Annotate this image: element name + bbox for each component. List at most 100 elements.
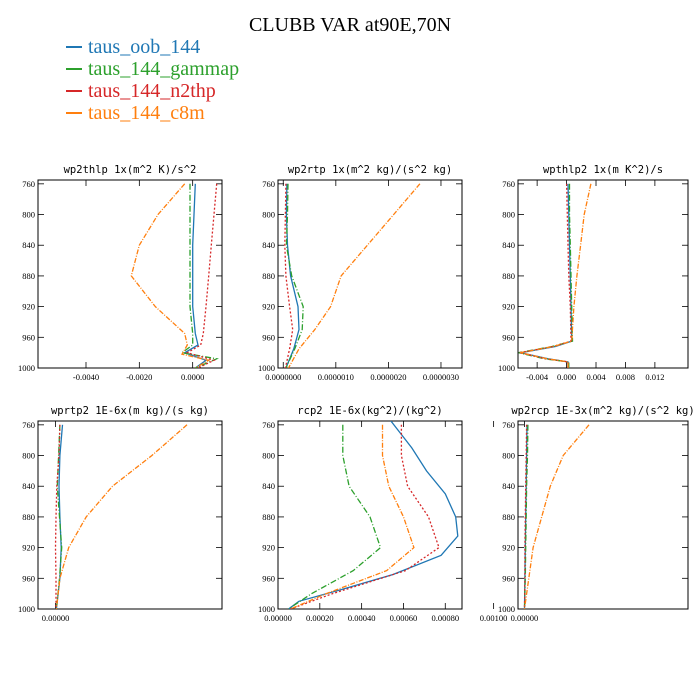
y-tick-label: 840 (22, 481, 35, 491)
series-line-taus_144_c8m (520, 183, 592, 368)
y-tick-label: 840 (502, 481, 515, 491)
y-tick-label: 960 (22, 573, 35, 583)
y-tick-label: 760 (502, 179, 515, 189)
series-line-taus_144_gammap (55, 424, 63, 609)
x-tick-label: -0.004 (526, 372, 549, 382)
x-tick-label: -0.0020 (126, 372, 152, 382)
y-tick-label: 880 (262, 512, 275, 522)
y-tick-label: 840 (262, 481, 275, 491)
legend: taus_oob_144 taus_144_gammap taus_144_n2… (66, 36, 239, 124)
x-tick-label: 0.00100 (480, 613, 508, 623)
plot-frame (517, 179, 689, 369)
y-tick-label: 760 (262, 179, 275, 189)
x-tick-label: 0.000 (557, 372, 576, 382)
series-line-taus_144_c8m (287, 183, 421, 368)
y-tick-label: 880 (22, 271, 35, 281)
y-tick-label: 840 (262, 240, 275, 250)
x-tick-label: 0.0000010 (318, 372, 354, 382)
x-tick-label: 0.008 (616, 372, 635, 382)
plot-frame (277, 179, 463, 369)
legend-label: taus_oob_144 (88, 35, 201, 58)
y-tick-label: 840 (502, 240, 515, 250)
y-tick-label: 840 (22, 240, 35, 250)
y-tick-label: 1000 (18, 604, 35, 614)
series-line-taus_144_gammap (523, 424, 529, 609)
panel-title: wprtp2 1E-6x(m kg)/(s kg) (51, 405, 209, 417)
y-tick-label: 1000 (498, 604, 515, 614)
y-tick-label: 800 (502, 451, 515, 461)
plot-frame (37, 420, 223, 610)
series-line-taus_144_n2thp (54, 424, 61, 609)
y-tick-label: 1000 (258, 363, 275, 373)
y-tick-label: 1000 (258, 604, 275, 614)
legend-label: taus_144_c8m (88, 101, 205, 124)
series-line-taus_144_gammap (285, 183, 304, 368)
series-line-taus_144_c8m (523, 424, 590, 609)
x-tick-label: -0.0040 (73, 372, 99, 382)
legend-swatch (66, 90, 82, 92)
x-tick-label: 0.00040 (348, 613, 376, 623)
series-line-taus_144_gammap (518, 183, 574, 368)
y-tick-label: 800 (262, 210, 275, 220)
x-tick-label: 0.00000 (264, 613, 292, 623)
plot-frame (277, 420, 463, 610)
series-line-taus_144_n2thp (523, 424, 528, 609)
legend-label: taus_144_n2thp (88, 79, 216, 102)
y-tick-label: 800 (22, 451, 35, 461)
legend-swatch (66, 68, 82, 70)
series-line-taus_144_n2thp (185, 183, 218, 368)
y-tick-label: 960 (262, 573, 275, 583)
y-tick-label: 880 (22, 512, 35, 522)
legend-item: taus_144_n2thp (66, 80, 239, 102)
x-tick-label: 0.00000 (511, 613, 539, 623)
panel-title: rcp2 1E-6x(kg^2)/(kg^2) (297, 405, 442, 417)
y-tick-label: 760 (262, 420, 275, 430)
legend-swatch (66, 112, 82, 114)
series-line-taus_144_n2thp (290, 424, 440, 609)
y-tick-label: 1000 (498, 363, 515, 373)
plot-frame (37, 179, 223, 369)
y-tick-label: 960 (22, 332, 35, 342)
x-tick-label: 0.0000 (181, 372, 204, 382)
x-tick-label: 0.00000 (42, 613, 70, 623)
y-tick-label: 960 (502, 573, 515, 583)
y-tick-label: 880 (262, 271, 275, 281)
y-tick-label: 920 (502, 543, 515, 553)
legend-item: taus_144_gammap (66, 58, 239, 80)
plot-frame (517, 420, 689, 610)
legend-item: taus_oob_144 (66, 36, 239, 58)
x-tick-label: 0.00060 (390, 613, 418, 623)
series-line-taus_144_gammap (180, 183, 219, 368)
series-line-taus_144_gammap (288, 424, 382, 609)
series-line-taus_144_c8m (55, 424, 188, 609)
legend-item: taus_144_c8m (66, 102, 239, 124)
panel-title: wp2thlp 1x(m^2 K)/s^2 (64, 164, 197, 176)
y-tick-label: 920 (262, 302, 275, 312)
series-line-taus_oob_144 (288, 421, 459, 609)
series-line-taus_144_c8m (130, 183, 211, 368)
y-tick-label: 920 (22, 302, 35, 312)
series-line-taus_144_c8m (290, 424, 415, 609)
y-tick-label: 760 (22, 179, 35, 189)
panel-title: wp2rcp 1E-3x(m^2 kg)/(s^2 kg) (511, 405, 694, 417)
series-line-taus_oob_144 (520, 183, 573, 368)
x-tick-label: 0.004 (586, 372, 606, 382)
series-line-taus_144_n2thp (519, 183, 572, 368)
y-tick-label: 760 (22, 420, 35, 430)
y-tick-label: 800 (22, 210, 35, 220)
series-line-taus_oob_144 (285, 183, 300, 368)
y-tick-label: 880 (502, 512, 515, 522)
figure-title: CLUBB VAR at90E,70N (248, 14, 452, 36)
x-tick-label: 0.0000030 (423, 372, 459, 382)
x-tick-label: 0.00020 (306, 613, 334, 623)
x-tick-label: 0.0000000 (265, 372, 301, 382)
y-tick-label: 800 (262, 451, 275, 461)
legend-label: taus_144_gammap (88, 57, 240, 80)
y-tick-label: 1000 (18, 363, 35, 373)
y-tick-label: 760 (502, 420, 515, 430)
series-line-taus_oob_144 (183, 183, 208, 368)
y-tick-label: 880 (502, 271, 515, 281)
y-tick-label: 960 (502, 332, 515, 342)
